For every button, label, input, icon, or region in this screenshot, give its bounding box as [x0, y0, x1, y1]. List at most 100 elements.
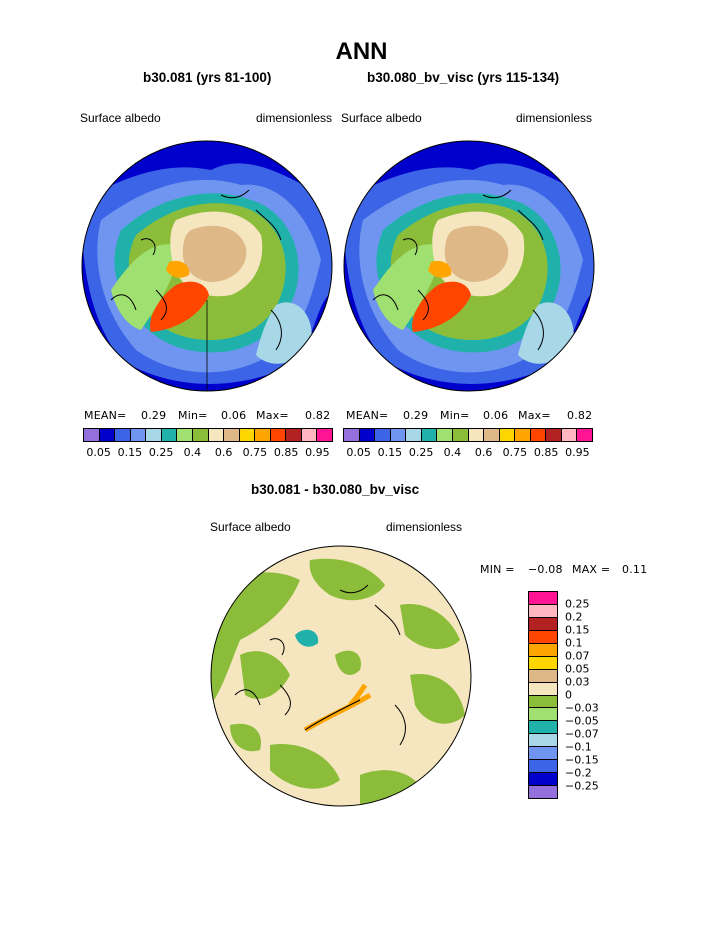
panel1-mean-value: 0.29 [141, 409, 167, 422]
colorbar-swatch [286, 429, 302, 441]
colorbar-swatch [84, 429, 100, 441]
panel2-min-value: 0.06 [483, 409, 509, 422]
colorbar-swatch [255, 429, 271, 441]
colorbar-tick-label: 0.05 [86, 446, 111, 459]
diff-variable-label: Surface albedo [210, 520, 291, 534]
colorbar-swatch [499, 429, 516, 441]
panel2-max-label: Max= [518, 409, 551, 422]
colorbar-swatch [452, 429, 469, 441]
colorbar-swatch [375, 429, 391, 441]
colorbar-swatch [177, 429, 193, 441]
diff-colorbar-tick-label: −0.1 [565, 740, 592, 754]
diff-max-label: MAX = [572, 563, 611, 576]
panel1-colorbar [83, 428, 333, 442]
diff-colorbar-swatch [529, 682, 557, 696]
colorbar-swatch [468, 429, 485, 441]
panel2-mean-label: MEAN= [346, 409, 389, 422]
diff-colorbar-swatch [529, 669, 557, 683]
diff-colorbar-swatch [529, 604, 557, 618]
colorbar-tick-label: 0.25 [148, 446, 174, 459]
colorbar-swatch [115, 429, 131, 441]
colorbar-swatch [561, 429, 578, 441]
colorbar-tick-label: 0.95 [565, 446, 590, 459]
diff-colorbar-tick-label: −0.25 [565, 779, 599, 793]
diff-colorbar-tick-label: −0.07 [565, 727, 599, 741]
panel2-units-label: dimensionless [516, 111, 593, 125]
colorbar-swatch [344, 429, 360, 441]
colorbar-tick-label: 0.95 [305, 446, 330, 459]
colorbar-swatch [224, 429, 240, 441]
diff-max-value: 0.11 [622, 563, 648, 576]
colorbar-swatch [546, 429, 562, 441]
panel2-polar-map [343, 140, 595, 392]
colorbar-swatch [301, 429, 318, 441]
colorbar-swatch [317, 429, 332, 441]
colorbar-tick-label: 0.75 [502, 446, 528, 459]
diff-colorbar-tick-label: 0.25 [565, 597, 590, 611]
diff-colorbar-swatch [529, 617, 557, 631]
colorbar-tick-label: 0.15 [377, 446, 403, 459]
colorbar-swatch [239, 429, 256, 441]
panel2-case-title: b30.080_bv_visc (yrs 115-134) [367, 70, 560, 85]
diff-units-label: dimensionless [386, 520, 463, 534]
colorbar-swatch [130, 429, 147, 441]
diff-colorbar-swatch [529, 721, 557, 735]
diff-colorbar-tick-label: 0.07 [565, 649, 590, 663]
diff-colorbar-swatch [529, 656, 557, 670]
diff-colorbar-tick-label: −0.05 [565, 714, 599, 728]
panel1-units-label: dimensionless [256, 111, 333, 125]
colorbar-swatch [208, 429, 225, 441]
colorbar-tick-label: 0.4 [183, 446, 202, 459]
colorbar-swatch [515, 429, 531, 441]
diff-colorbar-swatch [529, 734, 557, 748]
diff-colorbar-swatch [529, 695, 557, 709]
colorbar-tick-label: 0.6 [474, 446, 493, 459]
colorbar-swatch [270, 429, 287, 441]
panel1-min-value: 0.06 [221, 409, 247, 422]
panel2-variable-label: Surface albedo [341, 111, 422, 125]
diff-panel-title: b30.081 - b30.080_bv_visc [251, 482, 420, 497]
colorbar-tick-label: 0.4 [443, 446, 462, 459]
panel2-colorbar [343, 428, 593, 442]
colorbar-tick-label: 0.75 [242, 446, 268, 459]
colorbar-swatch [192, 429, 209, 441]
colorbar-swatch [161, 429, 178, 441]
colorbar-swatch [437, 429, 453, 441]
diff-colorbar-swatch [529, 786, 557, 798]
panel2-min-label: Min= [440, 409, 470, 422]
diff-colorbar-tick-label: 0.1 [565, 636, 583, 650]
diff-colorbar-swatch [529, 630, 557, 644]
colorbar-swatch [421, 429, 438, 441]
diff-colorbar-swatch [529, 708, 557, 722]
diff-colorbar-tick-label: 0.03 [565, 675, 590, 689]
panel1-max-label: Max= [256, 409, 289, 422]
panel1-mean-label: MEAN= [84, 409, 127, 422]
panel1-min-label: Min= [178, 409, 208, 422]
figure-title: ANN [335, 38, 388, 65]
diff-colorbar-swatch [529, 592, 557, 605]
diff-colorbar-tick-label: −0.2 [565, 766, 592, 780]
diff-colorbar-tick-label: −0.03 [565, 701, 599, 715]
colorbar-tick-label: 0.25 [408, 446, 434, 459]
diff-colorbar-tick-label: 0 [565, 688, 572, 702]
colorbar-tick-label: 0.05 [346, 446, 371, 459]
panel1-variable-label: Surface albedo [80, 111, 161, 125]
colorbar-swatch [390, 429, 407, 441]
diff-min-value: −0.08 [528, 563, 563, 576]
diff-colorbar-swatch [529, 747, 557, 761]
panel2-max-value: 0.82 [567, 409, 593, 422]
panel2-mean-value: 0.29 [403, 409, 429, 422]
diff-colorbar-tick-label: −0.15 [565, 753, 599, 767]
diff-colorbar-swatch [529, 773, 557, 787]
diff-colorbar [528, 591, 558, 799]
colorbar-swatch [577, 429, 592, 441]
colorbar-tick-label: 0.6 [214, 446, 233, 459]
panel1-polar-map [81, 140, 333, 392]
panel1-case-title: b30.081 (yrs 81-100) [143, 70, 272, 85]
diff-min-label: MIN = [480, 563, 515, 576]
diff-colorbar-swatch [529, 760, 557, 774]
colorbar-tick-label: 0.15 [117, 446, 143, 459]
diff-colorbar-tick-label: 0.05 [565, 662, 590, 676]
colorbar-swatch [146, 429, 162, 441]
diff-colorbar-swatch [529, 643, 557, 657]
